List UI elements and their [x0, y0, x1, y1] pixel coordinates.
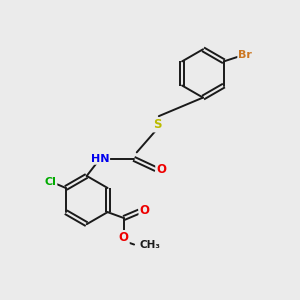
- Text: Br: Br: [238, 50, 252, 60]
- Text: O: O: [140, 204, 149, 217]
- Text: Cl: Cl: [44, 177, 56, 187]
- Text: O: O: [156, 163, 166, 176]
- Text: O: O: [119, 231, 129, 244]
- Text: S: S: [153, 118, 162, 131]
- Text: CH₃: CH₃: [140, 239, 161, 250]
- Text: HN: HN: [91, 154, 109, 164]
